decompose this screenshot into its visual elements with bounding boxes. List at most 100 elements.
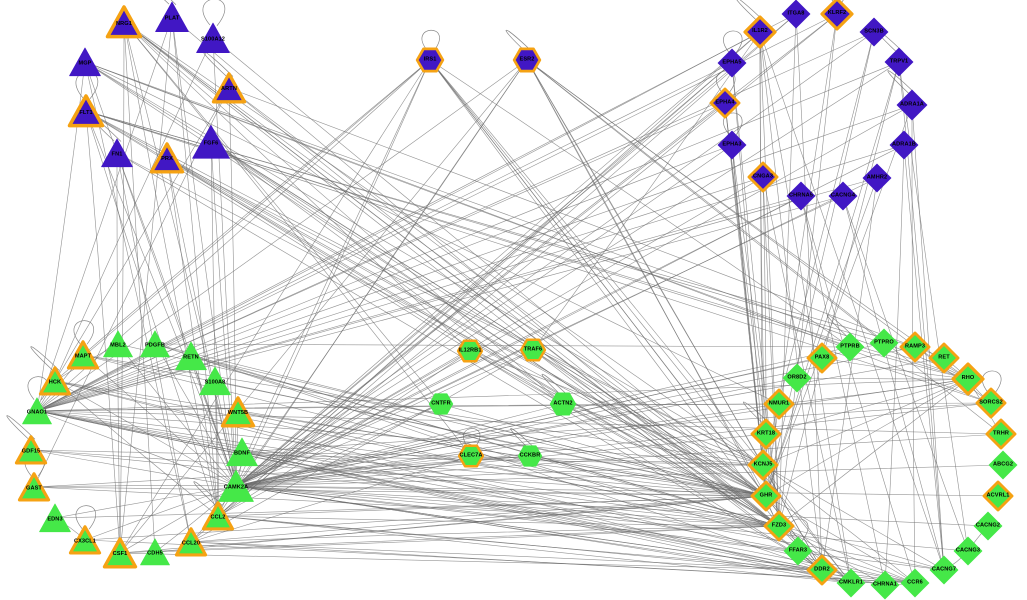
graph-node-klrf2[interactable]: KLRF2 — [818, 0, 856, 33]
graph-edge — [526, 59, 885, 344]
graph-edge — [228, 87, 945, 359]
graph-edge — [762, 176, 780, 527]
graph-edge — [235, 59, 528, 487]
node-shape-triangle — [140, 538, 170, 566]
graph-edge — [778, 61, 900, 527]
graph-node-scn3b[interactable]: SCN3B — [858, 16, 889, 47]
graph-node-traf6[interactable]: TRAF6 — [517, 334, 548, 365]
graph-node-nrg1[interactable]: NRG1 — [102, 0, 145, 43]
graph-node-cdh5[interactable]: CDH5 — [138, 535, 171, 568]
graph-edge — [54, 380, 852, 584]
graph-node-epha4[interactable]: EPHA4 — [707, 85, 743, 121]
graph-edge — [85, 110, 121, 554]
graph-node-trhr[interactable]: TRHR — [983, 416, 1019, 452]
graph-node-prx[interactable]: PRX — [147, 138, 188, 179]
node-shape-hexagon — [517, 445, 543, 467]
graph-edge — [235, 464, 764, 487]
graph-edge — [429, 59, 780, 527]
graph-node-itga8[interactable]: ITGA8 — [780, 0, 811, 30]
graph-edge — [235, 464, 1004, 487]
node-shape-triangle — [149, 142, 185, 174]
graph-edge — [217, 515, 823, 571]
node-shape-triangle — [220, 396, 256, 428]
node-shape-triangle — [218, 469, 254, 502]
graph-edge — [421, 29, 440, 51]
graph-edge — [759, 31, 823, 571]
graph-edge — [166, 157, 237, 487]
graph-node-cckbr[interactable]: CCKBR — [516, 442, 543, 469]
node-shape-diamond — [806, 342, 838, 374]
graph-node-esr2[interactable]: ESR2 — [510, 43, 543, 76]
graph-node-mgp[interactable]: MGP — [67, 44, 102, 79]
graph-node-cntfr[interactable]: CNTFR — [427, 390, 454, 417]
graph-node-mbl2[interactable]: MBL2 — [101, 327, 134, 360]
graph-node-acvrl1[interactable]: ACVRL1 — [980, 478, 1016, 514]
graph-edge — [532, 349, 767, 497]
graph-node-ccl20[interactable]: CCL20 — [172, 523, 210, 561]
graph-node-ptpro[interactable]: PTPRO — [868, 327, 899, 358]
graph-node-irs1[interactable]: IRS1 — [413, 43, 446, 76]
graph-node-bdnf[interactable]: BDNF — [224, 434, 259, 469]
graph-edge — [116, 152, 237, 487]
graph-edge — [36, 410, 767, 497]
graph-node-cmklr1[interactable]: CMKLR1 — [835, 567, 866, 598]
graph-edge — [210, 141, 534, 351]
graph-edge — [36, 402, 992, 412]
graph-edge — [36, 410, 1002, 435]
graph-node-ccr6[interactable]: CCR6 — [899, 567, 930, 598]
graph-node-fn1[interactable]: FN1 — [99, 135, 134, 170]
graph-edge — [119, 552, 823, 571]
graph-node-cnga3[interactable]: CNGA3 — [745, 159, 781, 195]
graph-edge — [541, 373, 568, 395]
graph-node-chrna1[interactable]: CHRNA1 — [869, 569, 900, 600]
graph-node-pdgfb[interactable]: PDGFB — [138, 327, 171, 360]
graph-node-gdf15[interactable]: GDF15 — [12, 431, 50, 469]
graph-node-epha3[interactable]: EPHA3 — [716, 129, 747, 160]
graph-edge — [228, 87, 767, 497]
graph-edge — [821, 357, 969, 380]
graph-edge — [36, 410, 945, 571]
node-shape-triangle — [102, 537, 138, 569]
node-shape-diamond — [820, 0, 854, 31]
graph-edge — [154, 495, 767, 553]
graph-node-chrna5[interactable]: CHRNA5 — [785, 180, 816, 211]
graph-node-csf1[interactable]: CSF1 — [100, 533, 141, 574]
graph-node-artn[interactable]: ARTN — [209, 68, 250, 109]
graph-node-wnt5b[interactable]: WNT5B — [218, 392, 259, 433]
graph-node-plat[interactable]: PLAT — [153, 0, 190, 36]
graph-node-il1r2[interactable]: IL1R2 — [741, 13, 779, 51]
graph-node-cacng7[interactable]: CACNG7 — [928, 554, 959, 585]
node-shape-triangle — [196, 22, 230, 53]
graph-edge — [217, 350, 471, 517]
graph-edge — [6, 415, 36, 440]
graph-edge — [827, 314, 855, 338]
graph-edge — [470, 455, 767, 497]
graph-edge — [36, 144, 733, 412]
graph-edge — [469, 350, 780, 527]
graph-node-amhr2[interactable]: AMHR2 — [861, 162, 892, 193]
graph-node-cacng4[interactable]: CACNG4 — [827, 180, 858, 211]
graph-edge — [235, 378, 969, 487]
graph-node-abcg2[interactable]: ABCG2 — [987, 449, 1018, 480]
graph-node-actn2[interactable]: ACTN2 — [548, 389, 577, 418]
graph-node-il12rb1[interactable]: IL12RB1 — [454, 335, 485, 366]
graph-node-fgf6[interactable]: FGF6 — [190, 121, 231, 162]
graph-node-epha5[interactable]: EPHA5 — [716, 47, 747, 78]
graph-node-adra1b[interactable]: ADRA1B — [888, 129, 919, 160]
graph-node-flt1[interactable]: FLT1 — [64, 89, 107, 132]
graph-node-s100a12[interactable]: S100A12 — [194, 19, 231, 56]
node-shape-diamond — [747, 449, 779, 481]
graph-node-clec7a[interactable]: CLEC7A — [455, 440, 486, 471]
graph-node-cx3cl1[interactable]: CX3CL1 — [66, 521, 104, 559]
node-shape-diamond — [889, 130, 919, 160]
graph-edge — [36, 378, 969, 412]
graph-edge — [884, 144, 905, 586]
graph-node-trpv1[interactable]: TRPV1 — [883, 46, 914, 77]
graph-edge — [911, 104, 945, 571]
graph-node-adra1a[interactable]: ADRA1A — [895, 88, 928, 121]
node-shape-diamond — [982, 480, 1014, 512]
graph-node-gnao1[interactable]: GNAO1 — [20, 394, 53, 427]
graph-edge — [903, 144, 945, 571]
node-shape-triangle — [201, 501, 235, 531]
